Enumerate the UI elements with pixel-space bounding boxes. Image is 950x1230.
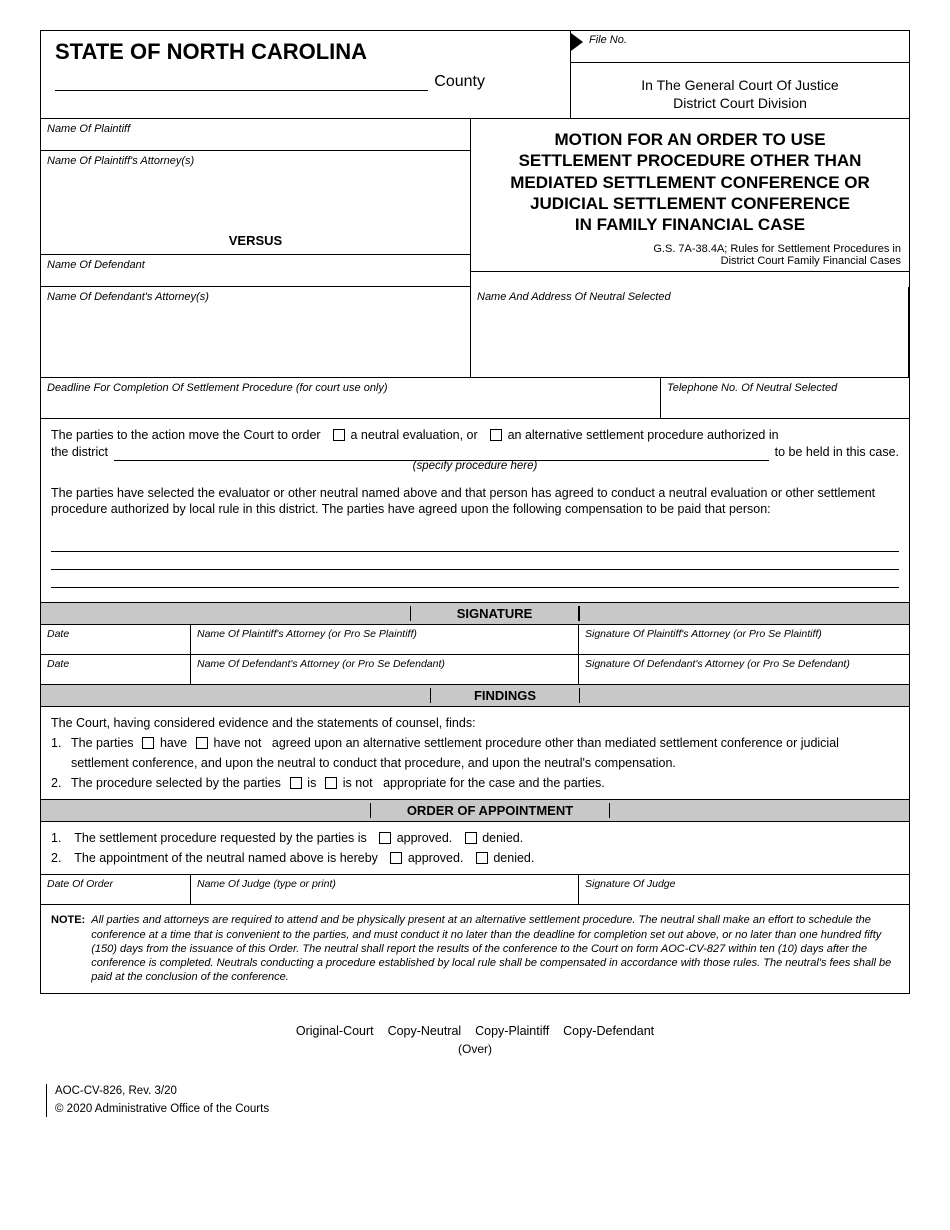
judge-sig[interactable]: Signature Of Judge <box>579 875 909 904</box>
checkbox-neutral-eval[interactable] <box>333 429 345 441</box>
checkbox-have[interactable] <box>142 737 154 749</box>
signature-bar: SIGNATURE <box>411 606 578 621</box>
note-block: NOTE: All parties and attorneys are requ… <box>41 905 909 993</box>
plaintiff-atty-label: Name Of Plaintiff's Attorney(s) <box>41 151 470 167</box>
copies-line: Original-Court Copy-Neutral Copy-Plainti… <box>40 994 910 1042</box>
deadline-label: Deadline For Completion Of Settlement Pr… <box>47 382 654 394</box>
motion-body: The parties to the action move the Court… <box>41 419 909 602</box>
court-line1: In The General Court Of Justice <box>577 77 903 95</box>
motion-title-l4: JUDICIAL SETTLEMENT CONFERENCE <box>477 193 903 214</box>
versus-label: VERSUS <box>41 229 470 255</box>
copyright: © 2020 Administrative Office of the Cour… <box>55 1102 910 1117</box>
gs-line1: G.S. 7A-38.4A; Rules for Settlement Proc… <box>475 243 901 255</box>
gs-line2: District Court Family Financial Cases <box>475 255 901 267</box>
motion-title-l1: MOTION FOR AN ORDER TO USE <box>477 129 903 150</box>
file-no-label: File No. <box>589 34 627 46</box>
motion-title-l3: MEDIATED SETTLEMENT CONFERENCE OR <box>477 172 903 193</box>
form-number: AOC-CV-826, Rev. 3/20 <box>55 1084 910 1099</box>
order-bar: ORDER OF APPOINTMENT <box>371 803 609 818</box>
motion-title-l2: SETTLEMENT PROCEDURE OTHER THAN <box>477 150 903 171</box>
findings-body: The Court, having considered evidence an… <box>41 707 909 799</box>
checkbox-is[interactable] <box>290 777 302 789</box>
sig-date-1[interactable]: Date <box>41 625 191 654</box>
compensation-lines[interactable] <box>51 536 899 588</box>
findings-bar: FINDINGS <box>431 688 579 703</box>
defendant-atty-label: Name Of Defendant's Attorney(s) <box>47 291 464 303</box>
specify-hint: (specify procedure here) <box>51 459 899 475</box>
county-input-line[interactable] <box>55 73 428 91</box>
checkbox-proc-denied[interactable] <box>465 832 477 844</box>
sig-p-name[interactable]: Name Of Plaintiff's Attorney (or Pro Se … <box>191 625 579 654</box>
body-para2: The parties have selected the evaluator … <box>51 485 899 519</box>
sig-date-2[interactable]: Date <box>41 655 191 684</box>
checkbox-is-not[interactable] <box>325 777 337 789</box>
order-body: 1. The settlement procedure requested by… <box>41 822 909 874</box>
sig-d-sig[interactable]: Signature Of Defendant's Attorney (or Pr… <box>579 655 909 684</box>
plaintiff-label: Name Of Plaintiff <box>41 119 470 151</box>
sig-d-name[interactable]: Name Of Defendant's Attorney (or Pro Se … <box>191 655 579 684</box>
motion-title-l5: IN FAMILY FINANCIAL CASE <box>477 214 903 235</box>
sig-p-sig[interactable]: Signature Of Plaintiff's Attorney (or Pr… <box>579 625 909 654</box>
checkbox-appt-denied[interactable] <box>476 852 488 864</box>
neutral-phone-label: Telephone No. Of Neutral Selected <box>667 382 903 394</box>
checkbox-proc-approved[interactable] <box>379 832 391 844</box>
judge-name[interactable]: Name Of Judge (type or print) <box>191 875 579 904</box>
checkbox-have-not[interactable] <box>196 737 208 749</box>
checkbox-alt-procedure[interactable] <box>490 429 502 441</box>
state-title: STATE OF NORTH CAROLINA <box>41 31 570 73</box>
file-no-marker-icon <box>571 33 583 51</box>
court-line2: District Court Division <box>577 95 903 113</box>
order-date[interactable]: Date Of Order <box>41 875 191 904</box>
county-label: County <box>434 73 485 91</box>
checkbox-appt-approved[interactable] <box>390 852 402 864</box>
over-label: (Over) <box>40 1042 910 1056</box>
defendant-label: Name Of Defendant <box>41 255 470 287</box>
neutral-name-label: Name And Address Of Neutral Selected <box>477 291 902 303</box>
